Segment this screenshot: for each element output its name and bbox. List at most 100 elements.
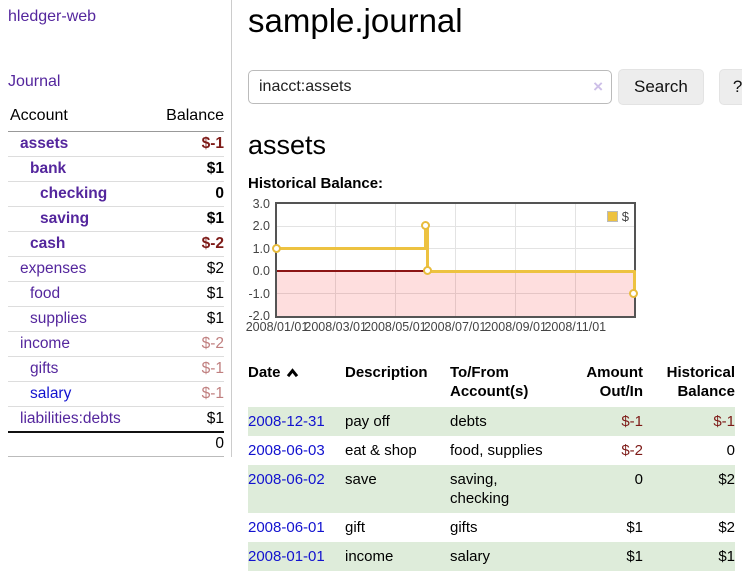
legend-swatch-icon <box>606 211 618 222</box>
sidebar-account-link[interactable]: cash <box>30 235 66 252</box>
date-cell: 2008-12-31 <box>248 407 345 436</box>
total-spacer <box>8 431 150 457</box>
sidebar-account-link[interactable]: food <box>30 285 61 302</box>
data-point <box>629 288 638 298</box>
account-name-cell: food <box>8 281 150 307</box>
v-gridline <box>335 204 337 316</box>
description-cell: income <box>345 548 394 565</box>
date-cell: 2008-01-01 <box>248 542 345 571</box>
account-name-cell: supplies <box>8 306 150 332</box>
date-column-header[interactable]: Date <box>248 363 345 407</box>
date-header-label: Date <box>248 364 281 381</box>
amount-column-header: Amount Out/In <box>586 364 643 400</box>
balance-cell: $2 <box>718 519 735 536</box>
account-name-cell: expenses <box>8 256 150 282</box>
account-name-cell: assets <box>8 131 150 157</box>
account-name-cell: checking <box>8 181 150 207</box>
sidebar-account-link[interactable]: income <box>20 335 70 352</box>
sidebar-account-link[interactable]: salary <box>30 385 72 402</box>
account-balance: 0 <box>149 181 224 207</box>
register-date-link[interactable]: 2008-01-01 <box>248 548 325 565</box>
account-heading: assets <box>248 130 327 160</box>
register-table: Date Description To/From Account(s) Amou… <box>248 363 735 571</box>
help-button[interactable]: ? <box>718 69 742 105</box>
sidebar-account-link[interactable]: assets <box>20 135 69 152</box>
account-row: salary $-1 <box>8 381 224 407</box>
x-tick-label: 2008/05/01 <box>364 320 427 334</box>
register-date-link[interactable]: 2008-06-03 <box>248 442 325 459</box>
accounts-table: Account Balance assets $-1 bank $1 checking 0… <box>8 107 224 457</box>
account-row: income $-2 <box>8 331 224 357</box>
amount-cell: $1 <box>626 548 643 565</box>
y-tick-label: 1.0 <box>252 241 270 256</box>
sort-ascending-icon <box>286 368 298 378</box>
main-content: sample.journal × Search ? assets Histori… <box>246 0 742 571</box>
v-gridline <box>454 204 456 316</box>
account-name-cell: bank <box>8 156 150 182</box>
chart-legend: $ <box>606 209 629 224</box>
sidebar-account-link[interactable]: saving <box>40 210 90 227</box>
page-title: sample.journal <box>248 2 463 39</box>
account-row: liabilities:debts $1 <box>8 406 224 433</box>
register-row: 2008-06-01 gift gifts $1 $2 <box>248 513 735 542</box>
accounts-total-row: 0 <box>8 431 224 457</box>
balance-cell: $-1 <box>713 413 735 430</box>
account-row: checking 0 <box>8 181 224 207</box>
chart-title: Historical Balance: <box>248 175 384 192</box>
sidebar-account-link[interactable]: bank <box>30 160 67 177</box>
account-row: expenses $2 <box>8 256 224 282</box>
accounts-cell: gifts <box>450 519 478 536</box>
account-balance: $1 <box>149 206 224 232</box>
account-balance: $1 <box>149 406 224 433</box>
clear-search-icon[interactable]: × <box>593 77 603 96</box>
journal-link[interactable]: Journal <box>8 73 61 90</box>
account-name-cell: liabilities:debts <box>8 406 150 433</box>
account-name-cell: salary <box>8 381 150 407</box>
account-balance: $1 <box>149 306 224 332</box>
app-title-link[interactable]: hledger-web <box>8 8 97 25</box>
sidebar-account-link[interactable]: gifts <box>30 360 59 377</box>
register-date-link[interactable]: 2008-06-01 <box>248 519 325 536</box>
sidebar-account-link[interactable]: expenses <box>20 260 87 277</box>
data-point <box>272 243 281 253</box>
account-balance: $-1 <box>149 356 224 382</box>
amount-cell: $-1 <box>621 413 643 430</box>
account-balance: $2 <box>149 256 224 282</box>
search-button[interactable]: Search <box>618 69 704 105</box>
account-row: food $1 <box>8 281 224 307</box>
account-balance: $-2 <box>149 331 224 357</box>
x-tick-label: 2008/11/01 <box>544 320 607 334</box>
series-line-segment <box>424 224 428 251</box>
account-name-cell: gifts <box>8 356 150 382</box>
account-name-cell: saving <box>8 206 150 232</box>
accounts-column-header: To/From Account(s) <box>450 364 529 400</box>
search-input[interactable] <box>248 70 612 104</box>
legend-label: $ <box>621 209 629 224</box>
balance-cell: $2 <box>718 471 735 488</box>
search-box: × <box>248 70 612 104</box>
description-cell: eat & shop <box>345 442 417 459</box>
series-line-segment <box>632 269 636 296</box>
date-cell: 2008-06-03 <box>248 436 345 465</box>
sidebar: hledger-web Journal Account Balance asse… <box>0 0 232 457</box>
register-date-link[interactable]: 2008-06-02 <box>248 471 325 488</box>
historical-balance-chart: 3.0 2.0 1.0 0.0 -1.0 -2.0 $ 2008/01/01 2008/03… <box>246 198 737 336</box>
sidebar-account-link[interactable]: liabilities:debts <box>20 410 121 427</box>
h-gridline <box>277 248 634 250</box>
register-row: 2008-01-01 income salary $1 $1 <box>248 542 735 571</box>
x-tick-label: 2008/03/01 <box>304 320 367 334</box>
register-row: 2008-12-31 pay off debts $-1 $-1 <box>248 407 735 436</box>
negative-region <box>277 271 634 316</box>
register-date-link[interactable]: 2008-12-31 <box>248 413 325 430</box>
account-row: cash $-2 <box>8 231 224 257</box>
date-cell: 2008-06-01 <box>248 513 345 542</box>
series-line-segment <box>427 269 636 273</box>
x-tick-label: 2008/01/01 <box>245 320 309 334</box>
date-cell: 2008-06-02 <box>248 465 345 513</box>
sidebar-account-link[interactable]: checking <box>40 185 108 202</box>
sidebar-account-link[interactable]: supplies <box>30 310 87 327</box>
accounts-cell: food, supplies <box>450 442 543 459</box>
chart-plot-area: $ <box>272 202 638 318</box>
account-row: saving $1 <box>8 206 224 232</box>
account-balance: $1 <box>149 281 224 307</box>
